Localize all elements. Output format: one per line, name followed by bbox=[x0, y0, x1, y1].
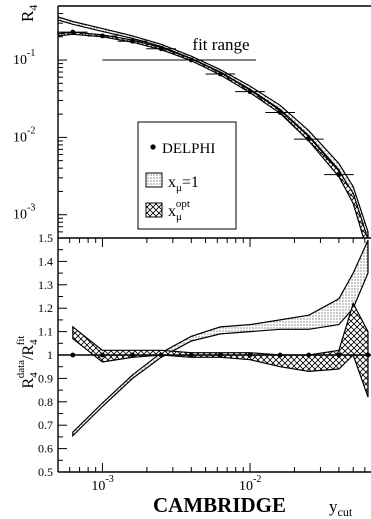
bottom-data-point bbox=[278, 353, 283, 358]
top-y-ticks: 10-1 10-2 10-3 bbox=[13, 6, 67, 238]
bottom-data-point bbox=[336, 353, 341, 358]
bottom-y-tick-label: 0.9 bbox=[38, 371, 53, 385]
legend-data-label: DELPHI bbox=[162, 141, 215, 157]
bottom-y-axis-label: R4data/R4fit bbox=[15, 336, 40, 389]
bottom-bands bbox=[58, 240, 371, 435]
bottom-y-tick-label: 1 bbox=[47, 348, 53, 362]
top-panel: fit range 10-1 10-2 10-3 DELPHI xμ=1 xμopt… bbox=[13, 5, 371, 253]
bottom-data-point bbox=[189, 353, 194, 358]
bottom-data-point bbox=[130, 353, 135, 358]
bottom-y-tick-label: 0.6 bbox=[38, 442, 53, 456]
fit-range-label: fit range bbox=[192, 35, 249, 54]
bottom-y-tick-label: 1.1 bbox=[38, 325, 53, 339]
legend-band2-swatch bbox=[146, 203, 162, 217]
bottom-data-point bbox=[306, 353, 311, 358]
legend-data-marker bbox=[150, 144, 155, 149]
bottom-y-tick-label: 1.5 bbox=[38, 231, 53, 245]
bottom-y-tick-label: 0.8 bbox=[38, 395, 53, 409]
bottom-y-tick-label: 0.7 bbox=[38, 418, 53, 432]
bottom-x-tick-label: 10-2 bbox=[239, 474, 261, 494]
x-axis-label: ycut bbox=[329, 497, 353, 519]
bottom-x-tick-label: 10-3 bbox=[91, 474, 113, 494]
bottom-y-tick-label: 1.2 bbox=[38, 301, 53, 315]
bottom-data-point bbox=[159, 353, 164, 358]
bottom-data-point bbox=[100, 353, 105, 358]
bottom-panel: 0.5 0.6 0.7 0.8 0.9 1 1.1 1.2 1.3 1.4 1.5 10-3 10-2… bbox=[15, 231, 371, 519]
bottom-data-point bbox=[70, 353, 75, 358]
footer-label: CAMBRIDGE bbox=[153, 493, 286, 517]
top-y-tick-label: 10-1 bbox=[13, 48, 35, 68]
top-y-axis-label: R4 bbox=[18, 5, 40, 22]
bottom-data-point bbox=[248, 353, 253, 358]
top-data-point bbox=[294, 137, 324, 142]
bottom-data-point bbox=[366, 353, 371, 358]
bottom-data-point bbox=[218, 353, 223, 358]
bottom-y-tick-label: 1.3 bbox=[38, 278, 53, 292]
bottom-y-tick-label: 1.4 bbox=[38, 254, 53, 268]
bottom-y-tick-label: 0.5 bbox=[38, 465, 53, 479]
bottom-band-xmu1 bbox=[73, 240, 368, 435]
top-y-tick-label: 10-2 bbox=[13, 125, 35, 145]
top-data-point bbox=[324, 172, 354, 177]
legend-band1-swatch bbox=[146, 173, 162, 187]
bottom-y-ticks: 0.5 0.6 0.7 0.8 0.9 1 1.1 1.2 1.3 1.4 1.5 bbox=[38, 231, 67, 479]
legend: DELPHI xμ=1 xμopt bbox=[138, 122, 236, 229]
top-y-tick-label: 10-3 bbox=[13, 203, 35, 223]
